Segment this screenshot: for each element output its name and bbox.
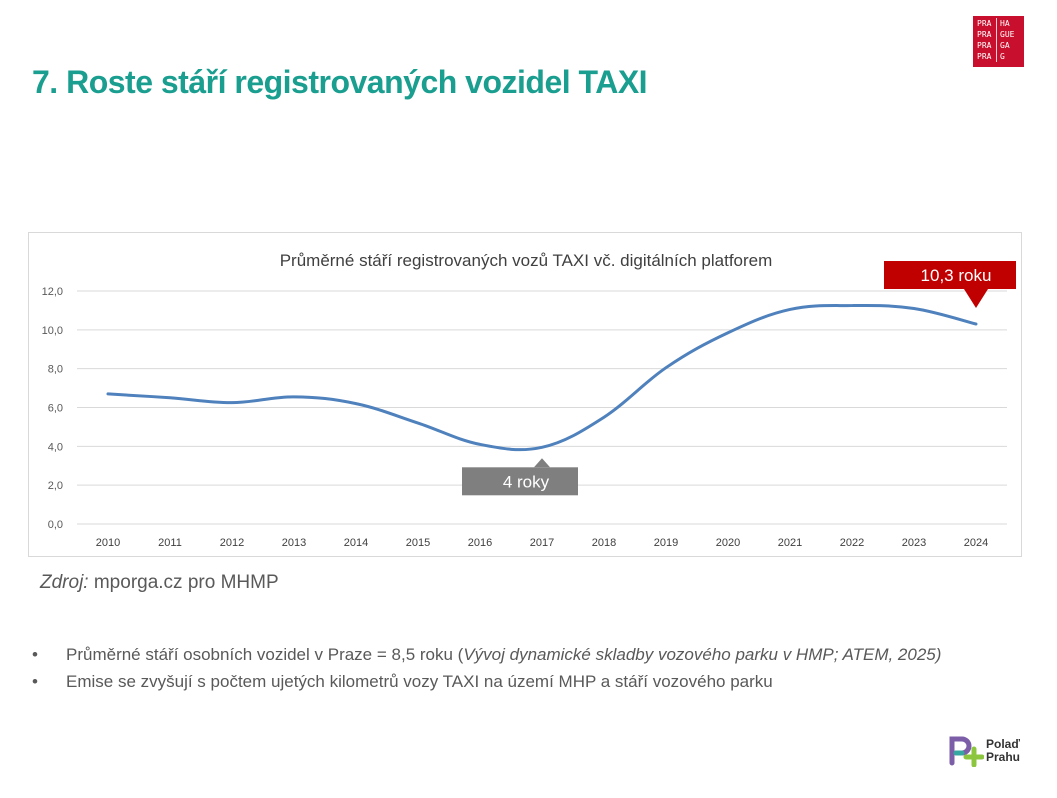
callout-pointer [534,458,550,468]
y-tick-label: 0,0 [48,519,63,531]
y-tick-label: 8,0 [48,364,63,376]
x-tick-label: 2016 [468,537,492,549]
data-point [169,396,172,399]
x-tick-label: 2021 [778,537,802,549]
polad-prahu-icon [949,736,985,768]
chart-annotations: 4 roky 10,3 roku [462,261,1016,496]
praha-logo: PRA HA PRA GUE PRA GA PRA G [973,16,1024,67]
x-tick-label: 2012 [220,537,244,549]
data-point [665,366,668,369]
data-point [727,331,730,334]
polad-prahu-logo: Polaď Prahu [948,733,1038,768]
x-tick-label: 2019 [654,537,678,549]
bullet-item: Průměrné stáří osobních vozidel v Praze … [32,645,941,672]
x-tick-label: 2024 [964,537,988,549]
data-point [107,392,110,395]
callout-label: 4 roky [503,472,550,491]
series-line [106,303,978,452]
x-axis-ticks: 2010 2011 2012 2013 2014 2015 2016 2017 2018 2019… [96,537,988,549]
x-tick-label: 2013 [282,537,306,549]
bullet-item: Emise se zvyšují s počtem ujetých kilome… [32,672,941,699]
x-tick-label: 2014 [344,537,368,549]
callout-label: 10,3 roku [921,266,992,285]
source-label: Zdroj: [40,572,89,593]
callout-pointer [964,289,988,309]
data-point [293,395,296,398]
data-point [479,443,482,446]
x-tick-label: 2018 [592,537,616,549]
x-tick-label: 2010 [96,537,120,549]
chart-title: Průměrné stáří registrovaných vozů TAXI … [280,251,773,270]
x-tick-label: 2011 [158,537,182,549]
callout-box [884,261,1016,290]
data-point [231,401,234,404]
data-point [913,307,916,310]
callout-box [462,467,578,496]
x-tick-label: 2020 [716,537,740,549]
polad-prahu-line1: Polaď [986,737,1020,751]
data-point [541,446,544,449]
x-tick-label: 2015 [406,537,430,549]
x-tick-label: 2023 [902,537,926,549]
data-point [417,422,420,425]
source-note: Zdroj: mporga.cz pro MHMP [40,572,279,594]
line-chart: Průměrné stáří registrovaných vozů TAXI … [42,251,1016,549]
data-point [789,308,792,311]
data-point [975,323,978,326]
source-text: mporga.cz pro MHMP [88,572,279,593]
y-tick-label: 6,0 [48,403,63,415]
callout: 4 roky [462,458,578,496]
callout: 10,3 roku [884,261,1016,309]
y-tick-label: 10,0 [42,325,63,337]
polad-prahu-line2: Prahu [986,750,1021,764]
y-tick-label: 4,0 [48,441,63,453]
data-point [851,304,854,307]
chart-frame: Průměrné stáří registrovaných vozů TAXI … [28,232,1022,557]
bullet-list: Průměrné stáří osobních vozidel v Praze … [32,645,941,699]
chart-series [106,303,978,452]
data-point [603,416,606,419]
y-tick-label: 2,0 [48,480,63,492]
data-point [355,402,358,405]
y-tick-label: 12,0 [42,286,63,298]
x-tick-label: 2017 [530,537,554,549]
page-title: 7. Roste stáří registrovaných vozidel TA… [32,64,648,100]
y-axis-ticks: 0,0 2,0 4,0 6,0 8,0 10,0 12,0 [42,286,63,531]
x-tick-label: 2022 [840,537,864,549]
